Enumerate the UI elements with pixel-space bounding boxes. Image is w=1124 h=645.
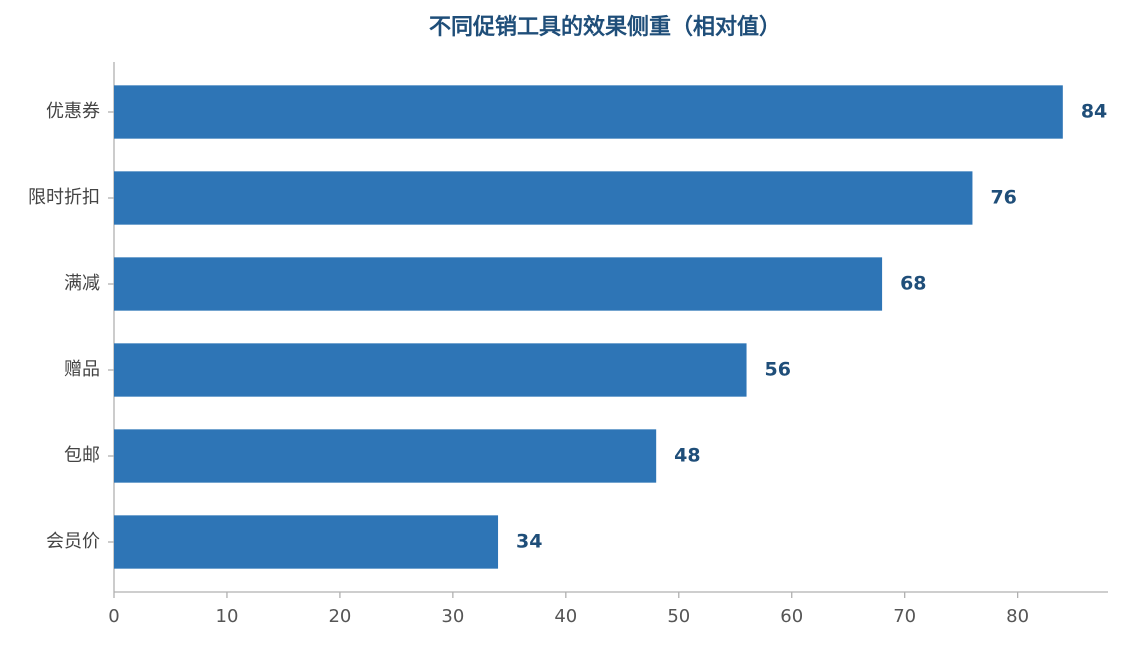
- bar: [114, 85, 1063, 139]
- x-tick-label: 40: [554, 606, 577, 627]
- chart-title: 不同促销工具的效果侧重（相对值）: [429, 14, 781, 40]
- value-label: 84: [1081, 101, 1107, 123]
- y-tick-label: 赠品: [64, 359, 100, 380]
- value-label: 48: [674, 445, 700, 467]
- y-tick-label: 优惠券: [46, 101, 100, 122]
- value-label: 56: [765, 359, 791, 381]
- y-tick-label: 满减: [64, 273, 100, 294]
- x-tick-label: 10: [216, 606, 239, 627]
- x-tick-label: 30: [441, 606, 464, 627]
- value-label: 68: [900, 273, 926, 295]
- y-tick-label: 会员价: [46, 531, 100, 552]
- x-tick-label: 20: [328, 606, 351, 627]
- bar: [114, 257, 883, 311]
- value-label: 34: [516, 531, 542, 553]
- bar: [114, 429, 657, 483]
- x-tick-label: 70: [893, 606, 916, 627]
- y-tick-label: 包邮: [64, 445, 100, 466]
- bar: [114, 343, 747, 397]
- bar: [114, 171, 973, 225]
- x-tick-label: 0: [108, 606, 119, 627]
- value-label: 76: [990, 187, 1016, 209]
- x-tick-label: 50: [667, 606, 690, 627]
- x-tick-label: 80: [1006, 606, 1029, 627]
- bar: [114, 515, 499, 569]
- y-tick-label: 限时折扣: [28, 187, 100, 208]
- x-tick-label: 60: [780, 606, 803, 627]
